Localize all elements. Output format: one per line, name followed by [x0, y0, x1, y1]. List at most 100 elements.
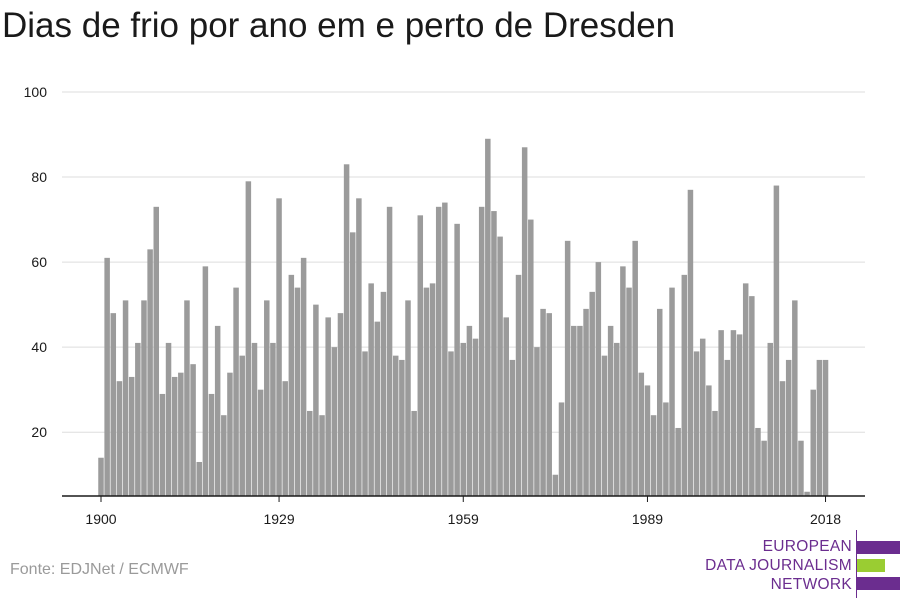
- bar-2005: [742, 283, 749, 496]
- bar-1999: [706, 385, 712, 496]
- y-tick-label: 80: [31, 169, 47, 185]
- bar-1922: [233, 287, 239, 496]
- bar-1990: [650, 415, 657, 496]
- bar-1971: [534, 347, 540, 496]
- bar-1985: [620, 266, 626, 496]
- bar-1973: [546, 313, 552, 496]
- bar-1997: [693, 351, 700, 496]
- y-tick-label: 40: [31, 339, 47, 355]
- bar-1972: [540, 308, 546, 496]
- bar-1915: [190, 364, 196, 496]
- bar-1993: [669, 287, 675, 496]
- bar-2004: [736, 334, 743, 496]
- bar-2001: [718, 330, 724, 496]
- bar-2016: [810, 389, 816, 496]
- bar-1901: [104, 257, 110, 496]
- bar-1994: [675, 427, 681, 496]
- y-tick-label: 60: [31, 254, 47, 270]
- bar-1910: [159, 393, 166, 496]
- logo-divider: [856, 530, 857, 598]
- bar-1941: [349, 232, 356, 496]
- bar-1911: [165, 342, 172, 496]
- bar-1955: [435, 206, 442, 496]
- y-axis-ticks: 20 40 60 80 100: [24, 84, 48, 440]
- bar-1935: [313, 304, 319, 496]
- bar-1982: [601, 355, 608, 496]
- bar-1917: [202, 266, 209, 496]
- bar-1931: [288, 274, 295, 496]
- bar-1905: [128, 376, 135, 496]
- logo-bar-middle: [857, 559, 885, 572]
- logo-text-european: EUROPEAN: [762, 538, 852, 555]
- bar-1909: [153, 206, 160, 496]
- bar-1944: [368, 283, 374, 496]
- bar-1904: [122, 300, 129, 496]
- source-note: Fonte: EDJNet / ECMWF: [10, 561, 189, 578]
- bar-1939: [337, 313, 344, 496]
- bar-1933: [300, 257, 307, 496]
- bar-1923: [239, 355, 245, 496]
- bar-1940: [343, 164, 350, 497]
- bar-1943: [362, 351, 368, 496]
- bar-1945: [374, 321, 381, 496]
- logo-bar-bottom: [857, 577, 900, 590]
- bar-2018: [822, 359, 829, 496]
- bar-2011: [779, 381, 786, 496]
- bar-1961: [472, 338, 479, 496]
- bar-1984: [614, 342, 620, 496]
- bar-1932: [294, 287, 301, 496]
- bar-1996: [687, 189, 694, 496]
- bar-1919: [214, 325, 221, 496]
- bar-2007: [755, 427, 761, 496]
- bar-1983: [607, 325, 614, 496]
- bar-1920: [221, 415, 227, 496]
- bar-1980: [589, 291, 595, 496]
- y-tick-label: 20: [31, 424, 47, 440]
- bar-1970: [528, 219, 534, 496]
- bar-1942: [356, 198, 362, 496]
- bar-1953: [423, 287, 430, 496]
- bar-1921: [227, 372, 233, 496]
- bar-1929: [276, 198, 282, 496]
- bar-1926: [257, 389, 264, 496]
- bar-1924: [245, 181, 252, 496]
- bar-1947: [386, 206, 393, 496]
- bar-1956: [442, 202, 448, 496]
- bar-1968: [515, 274, 522, 496]
- bar-1934: [307, 410, 313, 496]
- bar-2014: [798, 440, 804, 496]
- bar-1995: [681, 274, 688, 496]
- logo-text-data-journalism: DATA JOURNALISM: [705, 557, 852, 574]
- bar-1949: [399, 359, 405, 496]
- chart-title: Dias de frio por ano em e perto de Dresd…: [2, 6, 676, 45]
- x-tick-label: 1959: [448, 511, 479, 527]
- bar-1957: [448, 351, 454, 496]
- bar-2006: [749, 296, 755, 496]
- bar-1950: [405, 300, 411, 496]
- bars: [98, 138, 829, 497]
- bar-2012: [785, 359, 792, 496]
- bar-2002: [724, 359, 731, 496]
- bar-1998: [699, 338, 706, 496]
- bar-1903: [116, 381, 123, 496]
- bar-1959: [460, 342, 467, 496]
- bar-1987: [632, 240, 638, 496]
- bar-1966: [503, 317, 509, 496]
- bar-1991: [656, 308, 663, 496]
- edjnet-logo: EUROPEAN DATA JOURNALISM NETWORK: [700, 530, 900, 598]
- bar-2010: [773, 185, 780, 496]
- bar-1988: [638, 372, 645, 496]
- bar-1913: [178, 372, 184, 496]
- bar-1951: [411, 410, 417, 496]
- bar-1936: [319, 415, 325, 496]
- bar-1954: [429, 283, 436, 496]
- bar-1914: [184, 300, 190, 496]
- bar-2013: [792, 300, 798, 496]
- bar-1981: [595, 262, 602, 496]
- bar-1960: [466, 325, 473, 496]
- x-tick-label: 1989: [632, 511, 663, 527]
- bar-1977: [571, 325, 577, 496]
- bar-1976: [564, 240, 571, 496]
- bar-1908: [147, 249, 153, 496]
